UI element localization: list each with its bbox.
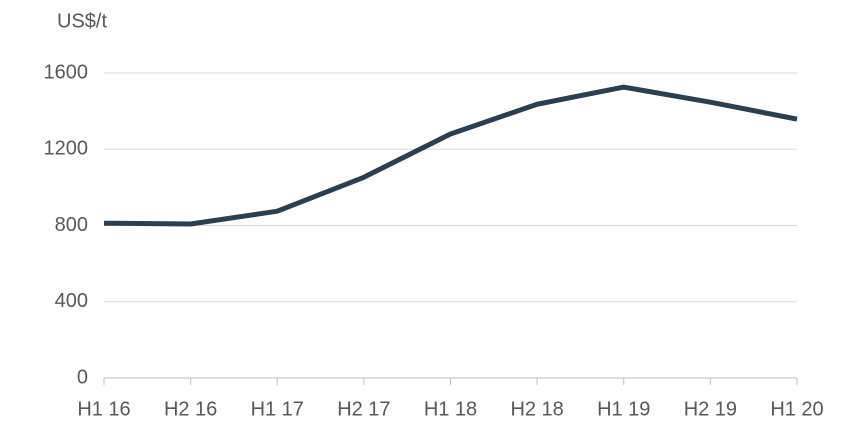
y-tick-label: 400 xyxy=(55,290,88,312)
x-tick-label: H2 17 xyxy=(337,398,390,420)
x-tick-label: H2 16 xyxy=(164,398,217,420)
x-tick-label: H1 17 xyxy=(251,398,304,420)
y-axis-label: US$/t xyxy=(57,10,107,32)
x-tick-label: H1 19 xyxy=(597,398,650,420)
x-tick-label: H2 19 xyxy=(684,398,737,420)
y-tick-label: 1600 xyxy=(44,61,89,83)
x-tick-label: H2 18 xyxy=(510,398,563,420)
y-tick-label: 1200 xyxy=(44,138,89,160)
x-tick-label: H1 18 xyxy=(424,398,477,420)
x-tick-label: H1 20 xyxy=(770,398,823,420)
y-tick-label: 800 xyxy=(55,214,88,236)
y-tick-label: 0 xyxy=(77,366,88,388)
data-line xyxy=(103,84,798,227)
x-tick-label: H1 16 xyxy=(77,398,130,420)
